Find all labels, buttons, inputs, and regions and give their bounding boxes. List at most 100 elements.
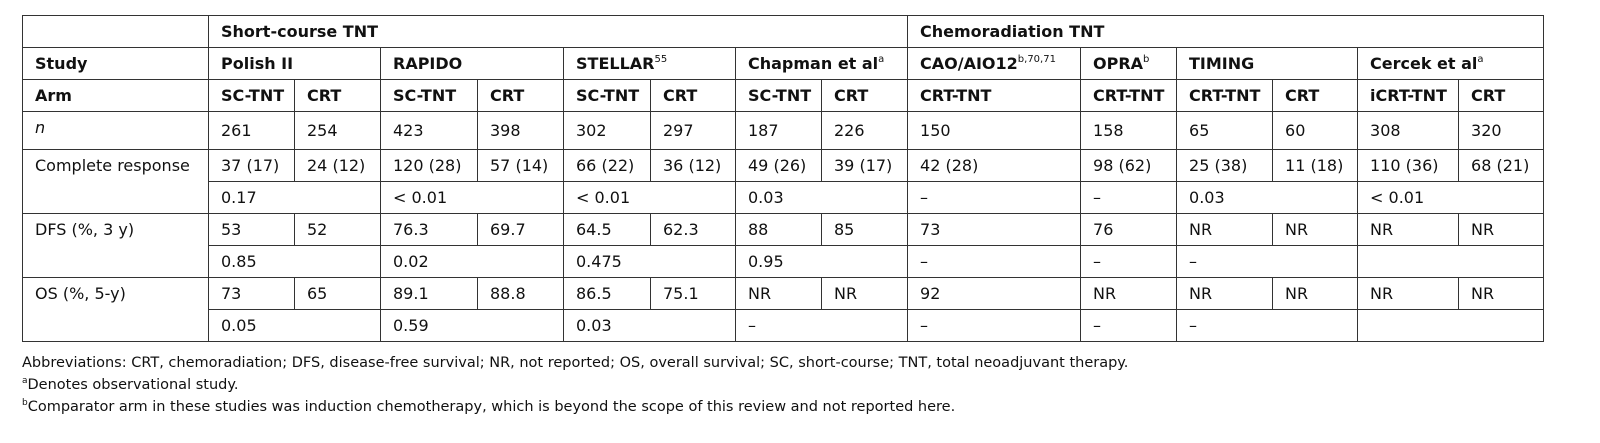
arm-name: SC-TNT xyxy=(221,86,285,105)
cell: 89.1 xyxy=(380,277,478,310)
table-row: DFS (%, 3 y) 53 52 76.3 69.7 64.5 62.3 88 85 73 76… xyxy=(22,213,1545,278)
arm-header: CRT xyxy=(650,79,736,112)
cell-value: 187 xyxy=(748,121,779,140)
study-header: Chapman et ala xyxy=(734,47,909,80)
cell-value: 62.3 xyxy=(663,220,699,239)
cell: 42 (28) xyxy=(907,149,1082,182)
cell: 60 xyxy=(1272,111,1359,150)
cell: 226 xyxy=(820,111,909,150)
cell-value: 39 (17) xyxy=(834,156,893,175)
cell-value: 73 xyxy=(920,220,941,239)
group-header: Short-course TNT xyxy=(207,15,909,48)
cell: NR xyxy=(735,277,822,310)
cell: NR xyxy=(1176,277,1274,310)
cell-value: 65 xyxy=(1189,121,1210,140)
arm-name: CRT xyxy=(663,86,698,105)
study-header: STELLAR55 xyxy=(563,47,736,80)
cell: 254 xyxy=(294,111,381,150)
cell-value: 120 (28) xyxy=(393,156,462,175)
cell-value: NR xyxy=(1370,284,1394,303)
cell-value: 254 xyxy=(307,121,338,140)
cell: NR xyxy=(1357,213,1460,246)
cell: NR xyxy=(1080,277,1178,310)
cell: 297 xyxy=(650,111,736,150)
row-label-text: Arm xyxy=(35,86,72,105)
cell xyxy=(22,15,209,48)
arm-header: SC-TNT xyxy=(735,79,822,112)
arm-name: CRT xyxy=(307,86,342,105)
cell: 308 xyxy=(1357,111,1460,150)
cell: 49 (26) xyxy=(735,149,822,182)
cell: 11 (18) xyxy=(1272,149,1359,182)
data-table: Short-course TNT Chemoradiation TNT Study P… xyxy=(22,15,1545,342)
p-value-cell: < 0.01 xyxy=(563,181,736,214)
cell-value: 89.1 xyxy=(393,284,429,303)
cell-value: 65 xyxy=(307,284,328,303)
row-label-text: Complete response xyxy=(35,156,190,175)
cell-value: 53 xyxy=(221,220,242,239)
p-value-cell: – xyxy=(1080,181,1178,214)
p-value-cell xyxy=(1357,309,1545,342)
cell: 75.1 xyxy=(650,277,736,310)
cell-value: 57 (14) xyxy=(490,156,549,175)
cell: 98 (62) xyxy=(1080,149,1178,182)
cell: 39 (17) xyxy=(820,149,909,182)
cell-value: 150 xyxy=(920,121,951,140)
p-value: 0.95 xyxy=(748,252,784,271)
cell-value: 98 (62) xyxy=(1093,156,1152,175)
cell-value: 25 (38) xyxy=(1189,156,1248,175)
cell-value: 85 xyxy=(834,220,855,239)
cell: 85 xyxy=(820,213,909,246)
study-ref: a xyxy=(878,54,885,65)
cell-value: 86.5 xyxy=(576,284,612,303)
cell-value: 60 xyxy=(1285,121,1306,140)
table-row: Arm SC-TNT CRT SC-TNT CRT SC-TNT CRT SC-TNT CRT C… xyxy=(22,79,1545,112)
p-value: – xyxy=(1189,252,1198,271)
cell-value: 49 (26) xyxy=(748,156,807,175)
cell-value: 73 xyxy=(221,284,242,303)
cell-value: 423 xyxy=(393,121,424,140)
cell: NR xyxy=(1357,277,1460,310)
study-name: OPRA xyxy=(1093,54,1144,73)
p-value-cell: 0.85 xyxy=(208,245,381,278)
arm-header: CRT xyxy=(477,79,564,112)
footnote: aDenotes observational study. xyxy=(22,377,238,394)
arm-header: CRT-TNT xyxy=(1080,79,1178,112)
cell: 110 (36) xyxy=(1357,149,1460,182)
p-value: 0.475 xyxy=(576,252,622,271)
table-row: Complete response 37 (17) 24 (12) 120 (28) 5… xyxy=(22,149,1545,214)
p-value-cell: – xyxy=(1176,245,1359,278)
cell-value: 24 (12) xyxy=(307,156,366,175)
p-value: – xyxy=(920,188,929,207)
cell-value: 75.1 xyxy=(663,284,699,303)
row-label-text: n xyxy=(35,118,46,137)
cell: 92 xyxy=(907,277,1082,310)
table-row: 0.17 < 0.01 < 0.01 0.03 – – 0.03 < 0.01 xyxy=(23,181,1545,214)
table-row: OS (%, 5-y) 73 65 89.1 88.8 86.5 75.1 NR NR 92 NR N… xyxy=(22,277,1545,342)
p-value-cell: 0.95 xyxy=(734,245,909,278)
row-label-text: OS (%, 5-y) xyxy=(35,284,126,303)
p-value-cell xyxy=(1357,245,1545,278)
p-value-cell: 0.03 xyxy=(1176,181,1359,214)
cell-value: NR xyxy=(748,284,772,303)
row-label-text: DFS (%, 3 y) xyxy=(35,220,135,239)
p-value: 0.85 xyxy=(221,252,257,271)
cell: 52 xyxy=(294,213,381,246)
study-header: Cercek et ala xyxy=(1357,47,1545,80)
cell: NR xyxy=(1272,277,1359,310)
study-name: TIMING xyxy=(1189,54,1255,73)
cell: 76 xyxy=(1080,213,1178,246)
cell: 53 xyxy=(208,213,295,246)
row-label: OS (%, 5-y) xyxy=(22,277,209,342)
cell-value: 11 (18) xyxy=(1285,156,1344,175)
row-label: Arm xyxy=(22,79,209,112)
study-header: OPRAb xyxy=(1080,47,1178,80)
group-header: Chemoradiation TNT xyxy=(907,15,1545,48)
p-value-cell: 0.475 xyxy=(563,245,736,278)
arm-name: CRT-TNT xyxy=(920,86,992,105)
arm-name: CRT xyxy=(1285,86,1320,105)
cell: 25 (38) xyxy=(1176,149,1274,182)
cell: 398 xyxy=(477,111,564,150)
p-value: 0.17 xyxy=(221,188,257,207)
arm-header: CRT xyxy=(294,79,381,112)
